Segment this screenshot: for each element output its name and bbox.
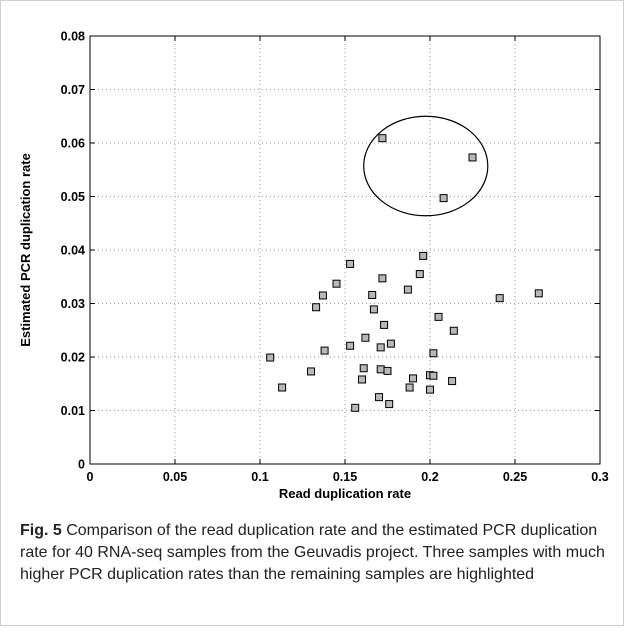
data-point [359,364,368,373]
data-point [409,374,417,383]
data-point [376,365,385,374]
y-tick-label: 0.01 [61,404,85,418]
data-point [380,320,389,329]
data-point [375,393,383,402]
data-point [434,312,443,321]
data-point [403,285,412,294]
y-tick-label: 0.04 [61,244,85,258]
data-point [278,383,287,392]
grid-lines [90,36,600,464]
data-point [419,251,428,260]
data-point [415,270,424,279]
data-point [320,346,329,355]
data-point [429,371,438,380]
x-tick-label: 0.1 [251,470,268,484]
data-point [318,291,327,300]
data-point [369,305,378,314]
data-point [368,290,377,299]
data-point [426,385,434,394]
y-tick-label: 0.05 [61,190,85,204]
x-tick-label: 0.25 [503,470,527,484]
y-tick-label: 0 [78,458,85,472]
x-tick-label: 0 [87,470,94,484]
data-point [468,153,477,162]
x-tick-label: 0.15 [333,470,357,484]
scatter-chart: 0 0.05 0.1 0.15 0.2 0.25 0.3 0 0.01 0.02 0.03 0.04 0… [18,30,609,502]
data-point [383,366,392,375]
x-axis-title: Read duplication rate [279,486,411,501]
data-point [449,326,458,335]
data-point [378,134,387,143]
data-point [346,341,355,350]
data-point [378,274,387,283]
data-point [386,339,395,348]
figure-caption: Fig. 5 Comparison of the read duplicatio… [20,520,610,586]
y-tick-label: 0.03 [61,297,85,311]
data-point [312,303,321,312]
data-point [266,353,275,362]
data-point [346,259,355,268]
data-point [439,194,448,203]
data-point [376,343,385,352]
highlight-ellipse [363,115,489,217]
y-tick-label: 0.07 [61,83,85,97]
y-tick-label: 0.08 [61,30,85,44]
data-point [332,279,341,288]
x-tick-label: 0.2 [421,470,438,484]
x-tick-label: 0.3 [591,470,608,484]
figure-label: Fig. 5 [20,522,62,539]
data-point [307,367,315,376]
data-point [361,333,370,342]
data-points [266,134,543,412]
y-tick-label: 0.06 [61,137,85,151]
caption-text: Comparison of the read duplication rate … [20,522,605,583]
axis-ticks: 0 0.05 0.1 0.15 0.2 0.25 0.3 0 0.01 0.02 0.03 0.04 0… [61,30,609,485]
y-axis-title: Estimated PCR duplication rate [18,153,33,347]
data-point [405,383,414,392]
y-tick-label: 0.02 [61,351,85,365]
data-point [495,294,504,303]
data-point [429,349,438,358]
data-point [534,289,543,298]
data-point [351,403,360,412]
data-point [448,377,457,386]
data-point [358,375,366,384]
data-point [385,400,394,409]
x-tick-label: 0.05 [163,470,187,484]
